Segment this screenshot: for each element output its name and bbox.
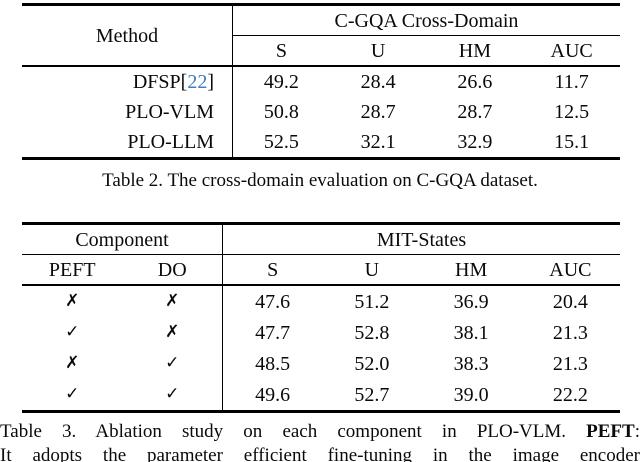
value-cell: 22.2: [552, 383, 588, 406]
cite-bracket-close: ]: [207, 71, 214, 93]
do-mark: ✗: [123, 286, 223, 317]
value-cell: 50.8: [263, 101, 299, 123]
table2-cgqa-cross-domain: Method C-GQA Cross-Domain S U HM AUC DFS…: [22, 3, 620, 160]
table3-sub-header-do: DO: [122, 255, 223, 286]
value-cell: 28.7: [457, 101, 493, 123]
method-name: DFSP: [132, 71, 181, 93]
table3-metric-header-u: U: [322, 255, 422, 286]
value-cell: 52.5: [263, 131, 299, 153]
peft-mark: ✗: [65, 353, 80, 373]
caption-bold-peft: PEFT: [586, 421, 635, 442]
value-cell: 49.6: [255, 383, 291, 406]
value-cell: 12.5: [554, 101, 590, 123]
citation-22-link[interactable]: 22: [187, 71, 208, 93]
cite-bracket-open: [: [180, 71, 188, 93]
table3-caption-line2: It adopts the parameter efficient fine-t…: [0, 444, 640, 462]
value-cell: 38.3: [453, 352, 489, 375]
table2-metric-header-auc: AUC: [523, 36, 620, 67]
value-cell: 28.4: [360, 71, 396, 93]
caption-text: Table 3. Ablation study on each componen…: [0, 421, 587, 442]
table2-metric-header-u: U: [329, 36, 427, 67]
value-cell: 20.4: [552, 290, 588, 313]
table2-method-cell: DFSP [22]: [22, 67, 233, 97]
value-cell: 36.9: [453, 290, 489, 313]
value-cell: 52.7: [354, 383, 390, 406]
table3-metric-header-s: S: [223, 255, 323, 286]
table3-group-header-mit-states: MIT-States: [223, 225, 620, 255]
table2-method-cell: PLO-LLM: [22, 127, 233, 157]
value-cell: 48.5: [255, 352, 291, 375]
value-cell: 26.6: [457, 71, 493, 93]
value-cell: 21.3: [552, 352, 588, 375]
table3-metric-header-hm: HM: [421, 255, 521, 286]
value-cell: 32.9: [457, 131, 493, 153]
value-cell: 28.7: [360, 101, 396, 123]
table3-caption: Table 3. Ablation study on each componen…: [0, 420, 640, 462]
table3-group-header-component: Component: [22, 225, 223, 255]
value-cell: 49.2: [263, 71, 299, 93]
do-mark: ✓: [123, 348, 223, 379]
value-cell: 39.0: [453, 383, 489, 406]
do-mark: ✗: [123, 317, 223, 348]
value-cell: 38.1: [453, 321, 489, 344]
do-mark: ✓: [123, 379, 223, 410]
value-cell: 52.0: [354, 352, 390, 375]
value-cell: 32.1: [360, 131, 396, 153]
table2-caption: Table 2. The cross-domain evaluation on …: [102, 170, 538, 191]
table2-metric-header-s: S: [233, 36, 330, 67]
value-cell: 47.7: [255, 321, 291, 344]
table2-metric-header-hm: HM: [426, 36, 524, 67]
value-cell: 11.7: [554, 71, 589, 93]
table3-ablation-mit-states: Component MIT-States PEFT DO S U HM AUC …: [22, 222, 620, 413]
value-cell: 52.8: [354, 321, 390, 344]
table3-caption-line1: Table 3. Ablation study on each componen…: [0, 420, 640, 444]
table2-span-header: C-GQA Cross-Domain: [233, 6, 620, 36]
value-cell: 47.6: [255, 290, 291, 313]
peft-mark: ✓: [65, 322, 80, 342]
caption-text: :: [634, 421, 640, 442]
table3-metric-header-auc: AUC: [520, 255, 620, 286]
peft-mark: ✓: [65, 384, 80, 404]
table3-sub-header-peft: PEFT: [22, 255, 123, 286]
value-cell: 15.1: [554, 131, 590, 153]
table2-method-cell: PLO-VLM: [22, 97, 233, 127]
peft-mark: ✗: [65, 291, 80, 311]
table2-method-header: Method: [22, 6, 233, 67]
value-cell: 51.2: [354, 290, 390, 313]
value-cell: 21.3: [552, 321, 588, 344]
